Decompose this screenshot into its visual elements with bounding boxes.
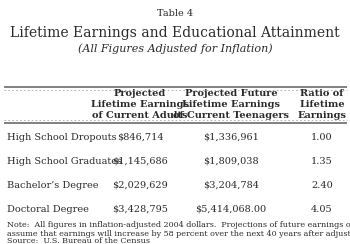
Text: Source:  U.S. Bureau of the Census: Source: U.S. Bureau of the Census: [7, 237, 150, 244]
Text: Note:  All figures in inflation-adjusted 2004 dollars.  Projections of future ea: Note: All figures in inflation-adjusted …: [7, 221, 350, 238]
Text: Bachelor’s Degree: Bachelor’s Degree: [7, 181, 98, 190]
Text: $5,414,068.00: $5,414,068.00: [195, 205, 267, 214]
Text: (All Figures Adjusted for Inflation): (All Figures Adjusted for Inflation): [78, 44, 272, 54]
Text: Table 4: Table 4: [157, 9, 193, 18]
Text: $2,029,629: $2,029,629: [112, 181, 168, 190]
Text: $1,809,038: $1,809,038: [203, 157, 259, 166]
Text: $1,145,686: $1,145,686: [112, 157, 168, 166]
Text: Ratio of: Ratio of: [300, 89, 344, 98]
Text: High School Dropouts: High School Dropouts: [7, 133, 117, 142]
Text: of Current Adults: of Current Adults: [92, 111, 188, 120]
Text: of Current Teenagers: of Current Teenagers: [173, 111, 289, 120]
Text: High School Graduates: High School Graduates: [7, 157, 122, 166]
Text: Lifetime Earnings and Educational Attainment: Lifetime Earnings and Educational Attain…: [10, 26, 340, 40]
Text: 4.05: 4.05: [311, 205, 333, 214]
Text: Earnings: Earnings: [298, 111, 346, 120]
Text: $846,714: $846,714: [117, 133, 163, 142]
Text: Lifetime Earnings: Lifetime Earnings: [182, 100, 280, 109]
Text: Lifetime: Lifetime: [299, 100, 345, 109]
Text: Projected Future: Projected Future: [185, 89, 277, 98]
Text: $3,428,795: $3,428,795: [112, 205, 168, 214]
Text: 1.00: 1.00: [311, 133, 333, 142]
Text: Projected: Projected: [114, 89, 166, 98]
Text: Lifetime Earnings: Lifetime Earnings: [91, 100, 189, 109]
Text: $3,204,784: $3,204,784: [203, 181, 259, 190]
Text: 1.35: 1.35: [311, 157, 333, 166]
Text: $1,336,961: $1,336,961: [203, 133, 259, 142]
Text: Doctoral Degree: Doctoral Degree: [7, 205, 89, 214]
Text: 2.40: 2.40: [311, 181, 333, 190]
